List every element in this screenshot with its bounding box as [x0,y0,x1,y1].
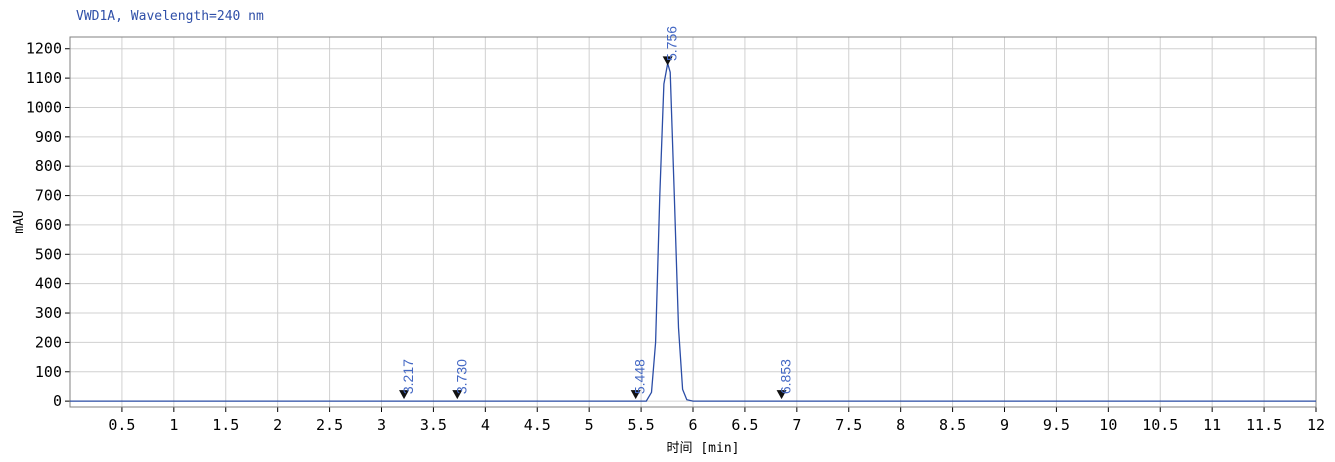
x-tick-label: 5.5 [628,416,655,434]
y-tick-label: 600 [35,216,62,234]
x-tick-label: 3 [377,416,386,434]
x-tick-label: 11 [1203,416,1221,434]
plot-frame [69,36,1317,408]
x-tick-label: 6 [688,416,697,434]
x-axis-ticks: 0.5 1 1.5 2 2.5 3 3.5 4 4.5 5 5.5 6 6.5 7 7.5 8 8.5 9 9.5 1… [108,407,1325,434]
y-tick-label: 900 [35,128,62,146]
peak-marker [776,390,787,400]
x-tick-label: 7 [792,416,801,434]
y-tick-label: 700 [35,187,62,205]
x-tick-label: 8.5 [939,416,966,434]
x-tick-label: 0.5 [108,416,135,434]
peak-label: 6.853 [778,359,794,394]
x-tick-label: 2.5 [316,416,343,434]
x-tick-label: 4 [481,416,490,434]
y-tick-label: 1200 [26,40,62,58]
peak-label: 3.217 [400,359,416,394]
y-tick-label: 100 [35,363,62,381]
y-tick-label: 0 [53,392,62,410]
y-tick-label: 400 [35,275,62,293]
x-tick-label: 11.5 [1246,416,1282,434]
y-tick-label: 800 [35,157,62,175]
chart-title: VWD1A, Wavelength=240 nm [76,9,264,24]
x-tick-label: 8 [896,416,905,434]
x-tick-label: 12 [1307,416,1325,434]
y-axis-ticks: 0 100 200 300 400 500 600 700 800 900 1000 1100 1200 [26,40,70,410]
y-tick-label: 1000 [26,98,62,116]
x-tick-label: 9 [1000,416,1009,434]
y-axis-label: mAU [12,210,27,233]
y-tick-label: 500 [35,245,62,263]
y-tick-label: 1100 [26,69,62,87]
peak-marker [630,390,641,400]
x-tick-label: 10.5 [1142,416,1178,434]
x-axis-label: 时间 [min] [667,441,740,456]
series-trace [70,63,1316,402]
peak-label: 5.448 [632,359,648,394]
x-tick-label: 7.5 [835,416,862,434]
x-tick-label: 1.5 [212,416,239,434]
peak-marker [452,390,463,400]
x-tick-label: 2 [273,416,282,434]
x-tick-label: 4.5 [524,416,551,434]
peak-label: 5.756 [664,26,680,61]
x-tick-label: 6.5 [731,416,758,434]
peak-markers: 3.217 3.730 5.448 5.756 6.853 [399,26,794,400]
peak-marker [662,56,673,66]
peak-label: 3.730 [453,359,469,394]
x-tick-label: 10 [1099,416,1117,434]
y-tick-label: 300 [35,304,62,322]
x-tick-label: 3.5 [420,416,447,434]
y-tick-label: 200 [35,333,62,351]
grid [70,37,1317,407]
x-tick-label: 9.5 [1043,416,1070,434]
x-tick-label: 1 [169,416,178,434]
peak-marker [399,390,410,400]
x-tick-label: 5 [585,416,594,434]
